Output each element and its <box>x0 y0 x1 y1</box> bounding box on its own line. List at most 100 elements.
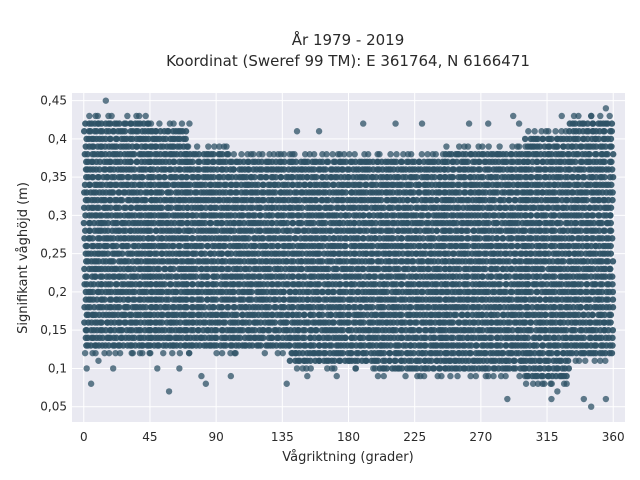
data-point <box>170 265 177 273</box>
data-point <box>140 235 147 242</box>
data-point <box>230 227 238 234</box>
data-point <box>158 204 166 211</box>
data-point <box>269 242 277 250</box>
data-point <box>515 143 523 150</box>
data-point <box>418 151 426 158</box>
data-point <box>213 273 221 280</box>
data-point <box>121 128 129 135</box>
data-point <box>107 135 114 143</box>
data-point <box>119 173 126 181</box>
data-point <box>189 227 197 234</box>
data-point <box>225 151 232 158</box>
data-point <box>488 334 495 342</box>
data-point <box>155 265 163 273</box>
data-point <box>205 143 212 150</box>
data-point <box>548 380 555 387</box>
data-point <box>204 242 212 250</box>
data-point <box>216 143 223 150</box>
data-point <box>113 281 121 288</box>
data-point <box>393 151 400 158</box>
chart-title-line-2: Koordinat (Sweref 99 TM): E 361764, N 61… <box>166 52 530 70</box>
data-point <box>230 166 238 173</box>
data-point <box>90 281 97 288</box>
data-point <box>131 296 138 303</box>
data-point <box>165 212 172 219</box>
data-point <box>525 128 532 135</box>
data-point <box>497 281 504 288</box>
data-point <box>272 189 279 196</box>
data-point <box>313 326 320 334</box>
data-point <box>502 372 509 380</box>
data-point <box>112 349 119 357</box>
data-point <box>198 242 206 250</box>
data-point <box>284 281 292 288</box>
data-point <box>161 173 168 181</box>
data-point <box>490 372 497 380</box>
data-point <box>602 357 609 364</box>
data-point <box>89 235 96 242</box>
data-point <box>260 326 267 334</box>
data-point <box>128 204 135 211</box>
data-point <box>609 304 617 311</box>
data-point <box>269 212 276 219</box>
data-point <box>521 135 529 143</box>
data-point <box>147 326 154 334</box>
data-point <box>564 357 572 364</box>
data-point <box>218 250 226 257</box>
data-point <box>342 334 349 342</box>
data-point <box>261 349 268 357</box>
data-point <box>169 349 176 357</box>
data-point <box>226 235 233 242</box>
data-point <box>178 120 186 127</box>
data-point <box>218 219 226 227</box>
data-point <box>86 181 94 189</box>
data-point <box>115 204 123 211</box>
data-point <box>271 319 279 326</box>
data-point <box>236 334 244 342</box>
data-point <box>260 235 267 242</box>
data-point <box>147 227 154 234</box>
data-point <box>193 212 200 219</box>
data-point <box>136 112 143 120</box>
data-point <box>449 173 457 181</box>
data-point <box>189 235 196 242</box>
data-point <box>147 349 154 357</box>
data-point <box>110 258 117 265</box>
data-point <box>257 212 264 219</box>
data-point <box>324 158 332 166</box>
data-point <box>161 326 169 334</box>
data-point <box>125 173 132 181</box>
data-point <box>269 334 276 342</box>
data-point <box>134 128 142 135</box>
data-point <box>167 334 174 342</box>
data-point <box>284 181 292 189</box>
data-point <box>213 296 220 303</box>
data-point <box>225 304 232 311</box>
data-point <box>266 304 273 311</box>
data-point <box>92 273 99 280</box>
data-point <box>196 342 203 349</box>
data-point <box>223 143 230 150</box>
data-point <box>225 265 233 273</box>
data-point <box>117 158 124 166</box>
data-point <box>365 151 372 158</box>
data-point <box>107 281 114 288</box>
data-point <box>323 151 330 158</box>
data-point <box>255 250 262 257</box>
data-point <box>122 120 129 127</box>
data-point <box>249 204 256 211</box>
data-point <box>142 143 150 150</box>
data-point <box>398 311 405 319</box>
data-point <box>511 357 518 364</box>
data-point <box>260 181 267 189</box>
data-point <box>210 158 217 166</box>
data-point <box>231 304 238 311</box>
data-point <box>246 265 253 273</box>
data-point <box>173 173 180 181</box>
data-point <box>482 265 489 273</box>
data-point <box>107 120 114 127</box>
data-point <box>96 166 103 173</box>
data-point <box>149 235 157 242</box>
data-point <box>329 151 336 158</box>
data-point <box>189 258 197 265</box>
